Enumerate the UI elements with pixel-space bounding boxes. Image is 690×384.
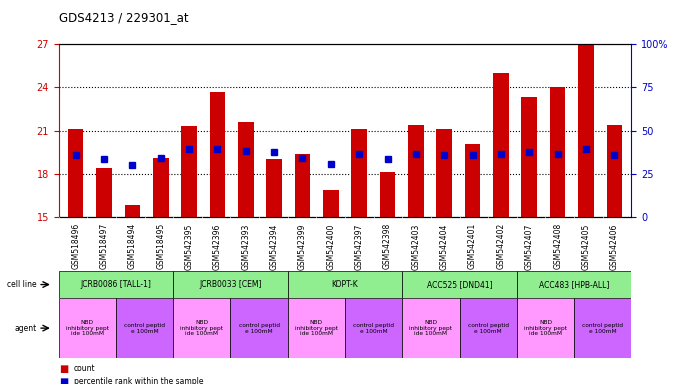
- Text: control peptid
e 100mM: control peptid e 100mM: [239, 323, 279, 334]
- Bar: [295, 154, 310, 217]
- Bar: [550, 88, 565, 217]
- Text: percentile rank within the sample: percentile rank within the sample: [74, 377, 204, 384]
- Bar: [173, 271, 288, 298]
- Bar: [230, 298, 288, 358]
- Bar: [59, 298, 116, 358]
- Text: NBD
inhibitory pept
ide 100mM: NBD inhibitory pept ide 100mM: [524, 320, 567, 336]
- Bar: [288, 298, 345, 358]
- Bar: [96, 168, 112, 217]
- Bar: [460, 298, 517, 358]
- Text: NBD
inhibitory pept
ide 100mM: NBD inhibitory pept ide 100mM: [295, 320, 338, 336]
- Bar: [288, 271, 402, 298]
- Bar: [380, 172, 395, 217]
- Text: KOPT-K: KOPT-K: [332, 280, 358, 289]
- Text: NBD
inhibitory pept
ide 100mM: NBD inhibitory pept ide 100mM: [409, 320, 453, 336]
- Text: cell line: cell line: [7, 280, 37, 289]
- Bar: [465, 144, 480, 217]
- Text: NBD
inhibitory pept
ide 100mM: NBD inhibitory pept ide 100mM: [66, 320, 109, 336]
- Text: agent: agent: [14, 324, 37, 333]
- Bar: [493, 73, 509, 217]
- Text: ACC483 [HPB-ALL]: ACC483 [HPB-ALL]: [539, 280, 609, 289]
- Bar: [522, 98, 537, 217]
- Text: control peptid
e 100mM: control peptid e 100mM: [353, 323, 394, 334]
- Bar: [437, 129, 452, 217]
- Bar: [574, 298, 631, 358]
- Bar: [59, 271, 173, 298]
- Bar: [402, 271, 517, 298]
- Text: GDS4213 / 229301_at: GDS4213 / 229301_at: [59, 12, 188, 25]
- Bar: [116, 298, 173, 358]
- Text: ■: ■: [59, 377, 68, 384]
- Text: NBD
inhibitory pept
ide 100mM: NBD inhibitory pept ide 100mM: [180, 320, 224, 336]
- Text: control peptid
e 100mM: control peptid e 100mM: [124, 323, 165, 334]
- Bar: [402, 298, 460, 358]
- Bar: [517, 271, 631, 298]
- Bar: [238, 122, 253, 217]
- Bar: [345, 298, 402, 358]
- Text: ACC525 [DND41]: ACC525 [DND41]: [426, 280, 493, 289]
- Bar: [607, 125, 622, 217]
- Text: control peptid
e 100mM: control peptid e 100mM: [468, 323, 509, 334]
- Bar: [578, 44, 594, 217]
- Bar: [125, 205, 140, 217]
- Text: ■: ■: [59, 364, 68, 374]
- Bar: [181, 126, 197, 217]
- Bar: [173, 298, 230, 358]
- Text: control peptid
e 100mM: control peptid e 100mM: [582, 323, 623, 334]
- Bar: [408, 125, 424, 217]
- Bar: [323, 190, 339, 217]
- Bar: [153, 158, 168, 217]
- Bar: [266, 159, 282, 217]
- Text: JCRB0086 [TALL-1]: JCRB0086 [TALL-1]: [81, 280, 151, 289]
- Text: count: count: [74, 364, 95, 372]
- Bar: [351, 129, 367, 217]
- Bar: [68, 129, 83, 217]
- Bar: [210, 92, 225, 217]
- Text: JCRB0033 [CEM]: JCRB0033 [CEM]: [199, 280, 262, 289]
- Bar: [517, 298, 574, 358]
